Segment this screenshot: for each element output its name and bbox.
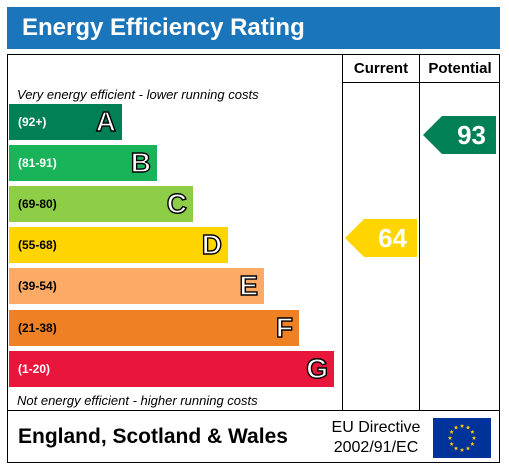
current-column-divider [342,54,343,410]
potential-column-header: Potential [428,60,492,77]
eu-directive: EU Directive 2002/91/EC [327,418,425,458]
eu-star-icon [465,446,471,451]
band-a: (92+) A [9,104,122,140]
eu-star-icon [470,429,475,434]
eu-star-icon [449,441,454,446]
band-letter: C [166,187,188,219]
region-label: England, Scotland & Wales [18,425,288,448]
band-range-label: (55-68) [18,238,57,252]
potential-rating-arrow: 93 [423,116,496,154]
footer-divider [7,410,500,411]
potential-rating-value: 93 [457,120,486,150]
current-rating-value: 64 [378,223,407,253]
band-letter: D [201,228,223,260]
band-letter: F [275,311,294,343]
chart-title: Energy Efficiency Rating [22,14,305,41]
title-bar: Energy Efficiency Rating [7,7,500,49]
band-range-label: (39-54) [18,279,57,293]
eu-star-icon [453,446,459,451]
eu-flag-icon [433,418,491,458]
band-b: (81-91) B [9,145,157,181]
band-range-label: (92+) [18,115,47,129]
rating-frame [7,54,500,463]
eu-star-icon [453,425,459,430]
bottom-note: Not energy efficient - higher running co… [17,393,258,408]
band-range-label: (81-91) [18,156,57,170]
eu-star-icon [470,441,475,446]
eu-star-icon [465,425,471,430]
band-f: (21-38) F [9,310,299,346]
eu-star-icon [459,423,465,428]
top-note: Very energy efficient - lower running co… [17,87,259,102]
potential-column-divider [419,54,420,410]
eu-star-icon [447,435,453,440]
band-letter: A [95,105,117,137]
directive-line-1: EU Directive [331,419,421,436]
eu-star-icon [449,429,454,434]
band-d: (55-68) D [9,227,228,263]
band-e: (39-54) E [9,268,264,304]
band-range-label: (69-80) [18,197,57,211]
band-letter: G [306,352,329,384]
band-letter: E [239,269,259,301]
band-c: (69-80) C [9,186,193,222]
eu-star-icon [471,435,477,440]
band-letter: B [130,146,152,178]
current-column-header: Current [353,60,409,77]
band-range-label: (1-20) [18,362,51,376]
band-range-label: (21-38) [18,321,57,335]
header-divider [342,82,500,83]
current-rating-arrow: 64 [345,219,417,257]
eu-star-icon [459,447,465,452]
band-g: (1-20) G [9,351,334,387]
directive-line-2: 2002/91/EC [333,439,419,456]
